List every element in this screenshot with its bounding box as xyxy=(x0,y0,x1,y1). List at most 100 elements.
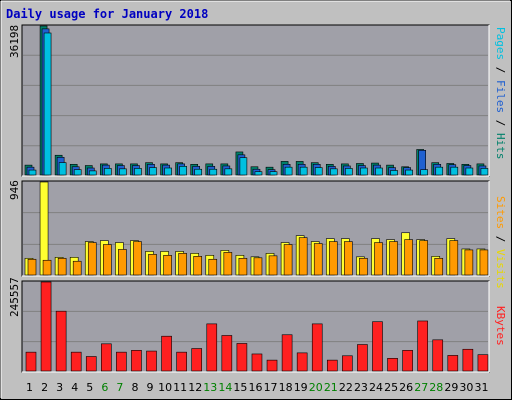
kbytes-bar-day-2 xyxy=(40,281,52,372)
pages-bar-day-8 xyxy=(134,168,142,176)
sites-bar-day-23 xyxy=(359,257,368,276)
x-tick-label: 29 xyxy=(444,381,459,394)
pages-bar-day-3 xyxy=(58,162,67,176)
x-tick-label: 8 xyxy=(131,381,139,394)
legend-entry: / xyxy=(494,113,507,133)
kbytes-bar-day-12 xyxy=(191,348,203,372)
legend-entry: Files xyxy=(494,80,507,114)
sites-bar-day-25 xyxy=(389,241,398,276)
legend-entry: Pages xyxy=(494,27,507,61)
kbytes-bar-day-18 xyxy=(281,334,293,372)
sites-bar-day-12 xyxy=(193,256,203,276)
pages-bar-day-22 xyxy=(345,168,353,176)
kbytes-bar-day-1 xyxy=(25,351,37,372)
sites-bar-day-29 xyxy=(449,240,459,276)
y-max-label: 245557 xyxy=(8,277,21,317)
sites-bar-day-20 xyxy=(313,243,323,276)
sites-bar-day-28 xyxy=(434,257,444,276)
sites-bar-day-4 xyxy=(72,260,82,276)
kbytes-bar-day-27 xyxy=(417,320,428,372)
kbytes-bar-day-16 xyxy=(251,353,263,372)
sites-bar-day-17 xyxy=(268,255,278,276)
x-tick-label: 7 xyxy=(116,381,124,394)
pages-bar-day-30 xyxy=(465,167,474,176)
pages-bar-day-26 xyxy=(405,169,413,176)
x-tick-label: 22 xyxy=(338,381,353,394)
kbytes-bar-day-24 xyxy=(372,321,383,372)
kbytes-bar-day-14 xyxy=(221,335,233,372)
x-tick-label: 15 xyxy=(233,381,248,394)
x-tick-label: 11 xyxy=(173,381,188,394)
sites-bar-day-27 xyxy=(419,240,428,276)
sites-bar-day-16 xyxy=(253,257,263,276)
x-tick-label: 25 xyxy=(384,381,399,394)
kbytes-bar-day-21 xyxy=(326,359,338,372)
sites-bar-day-7 xyxy=(118,249,127,276)
kbytes-bar-day-3 xyxy=(55,310,67,372)
sites-bar-day-13 xyxy=(208,258,218,276)
x-tick-label: 10 xyxy=(158,381,173,394)
kbytes-bar-day-4 xyxy=(70,351,82,372)
x-tick-label: 4 xyxy=(71,381,79,394)
kbytes-bar-day-13 xyxy=(206,323,218,372)
pages-bar-day-14 xyxy=(224,168,233,176)
x-tick-label: 6 xyxy=(101,381,109,394)
pages-bar-day-31 xyxy=(480,168,489,176)
legend-entry: KBytes xyxy=(494,306,507,346)
kbytes-bar-day-8 xyxy=(131,350,142,372)
pages-bar-day-25 xyxy=(390,170,398,176)
pages-bar-day-23 xyxy=(360,167,368,176)
legend-entry: / xyxy=(494,229,507,249)
x-tick-label: 21 xyxy=(323,381,338,394)
pages-bar-day-7 xyxy=(119,168,127,176)
pages-bar-day-9 xyxy=(149,167,157,176)
sites-bar-day-10 xyxy=(163,255,172,276)
x-tick-label: 27 xyxy=(414,381,429,394)
kbytes-bar-day-10 xyxy=(161,335,172,372)
x-tick-label: 16 xyxy=(248,381,263,394)
sites-bar-day-11 xyxy=(178,253,187,276)
kbytes-bar-day-11 xyxy=(176,351,187,372)
pages-bar-day-1 xyxy=(28,169,37,176)
sites-bar-day-26 xyxy=(404,239,413,276)
kbytes-bar-day-17 xyxy=(266,359,278,372)
sites-bar-day-24 xyxy=(374,242,383,276)
kbytes-bar-day-25 xyxy=(387,358,398,372)
pages-bar-day-5 xyxy=(88,170,97,176)
sites-bar-day-15 xyxy=(238,257,248,276)
sites-bar-day-3 xyxy=(57,257,67,276)
sites-bar-day-18 xyxy=(283,244,293,276)
kbytes-bar-day-15 xyxy=(236,343,248,372)
pages-bar-day-27 xyxy=(420,169,428,176)
pages-bar-day-4 xyxy=(73,169,82,176)
kbytes-bar-day-29 xyxy=(447,355,459,372)
sites-bar-day-19 xyxy=(298,237,308,276)
sites-bar-day-22 xyxy=(344,241,353,276)
sites-bar-day-5 xyxy=(87,242,97,276)
kbytes-bar-day-20 xyxy=(311,323,323,372)
x-tick-label: 18 xyxy=(278,381,293,394)
sites-bar-day-6 xyxy=(103,244,112,276)
kbytes-bar-day-19 xyxy=(296,352,308,372)
legend-entry: Visits xyxy=(494,249,507,289)
kbytes-bar-day-23 xyxy=(357,344,368,372)
legend-middle: Sites / Visits xyxy=(494,196,507,289)
kbytes-bar-day-9 xyxy=(146,350,157,372)
pages-bar-day-24 xyxy=(375,167,383,176)
x-tick-label: 5 xyxy=(86,381,94,394)
x-tick-label: 9 xyxy=(146,381,154,394)
kbytes-bar-day-6 xyxy=(101,343,112,372)
x-tick-label: 30 xyxy=(459,381,474,394)
kbytes-bar-day-7 xyxy=(116,351,127,372)
sites-bar-day-8 xyxy=(133,241,142,276)
legend-bottom: KBytes xyxy=(494,306,507,346)
sites-bar-day-21 xyxy=(328,241,338,276)
kbytes-bar-day-30 xyxy=(462,348,474,372)
legend-entry: Hits xyxy=(494,133,507,160)
pages-bar-day-17 xyxy=(269,171,278,176)
chart-title: Daily usage for January 2018 xyxy=(6,7,209,21)
pages-bar-day-21 xyxy=(329,168,338,176)
x-tick-label: 19 xyxy=(293,381,308,394)
pages-bar-day-28 xyxy=(435,166,444,176)
